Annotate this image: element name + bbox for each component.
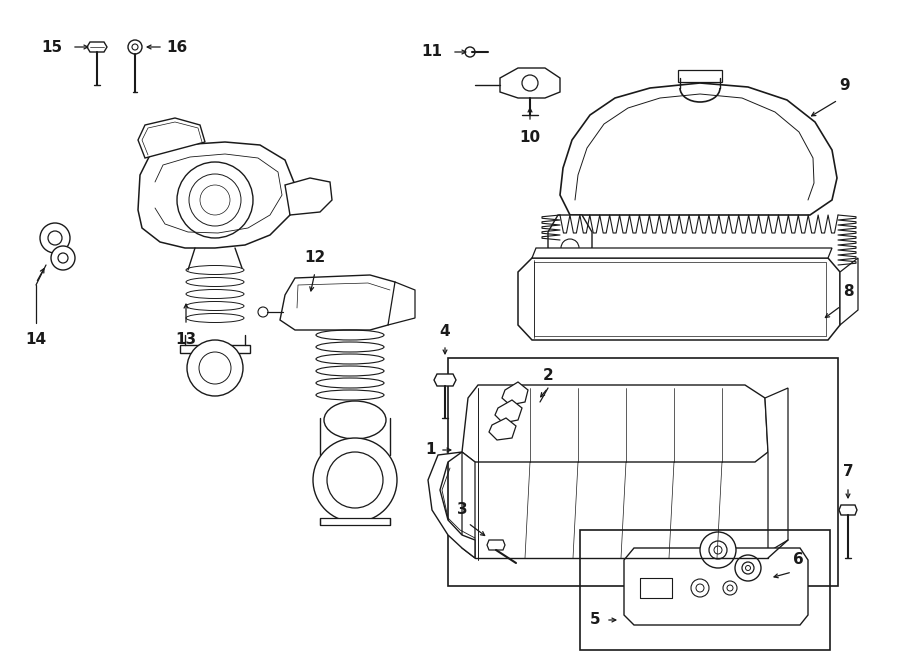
Text: 6: 6 <box>793 553 804 568</box>
Circle shape <box>51 246 75 270</box>
Bar <box>678 70 722 82</box>
Text: 9: 9 <box>840 77 850 93</box>
Bar <box>580 530 830 650</box>
Polygon shape <box>489 418 516 440</box>
Polygon shape <box>624 548 808 625</box>
Polygon shape <box>138 142 295 248</box>
Polygon shape <box>518 258 840 340</box>
Text: 16: 16 <box>166 40 187 54</box>
Circle shape <box>187 340 243 396</box>
Text: 1: 1 <box>426 442 436 457</box>
Text: 11: 11 <box>421 44 443 59</box>
Bar <box>180 345 250 353</box>
Text: 14: 14 <box>25 332 47 348</box>
Polygon shape <box>138 118 205 158</box>
Polygon shape <box>280 275 398 330</box>
Circle shape <box>700 532 736 568</box>
Polygon shape <box>548 215 592 256</box>
Polygon shape <box>560 83 837 215</box>
Circle shape <box>177 162 253 238</box>
Polygon shape <box>428 452 475 558</box>
Circle shape <box>735 555 761 581</box>
Text: 3: 3 <box>456 502 467 518</box>
Circle shape <box>40 223 70 253</box>
Text: 7: 7 <box>842 465 853 479</box>
Polygon shape <box>532 248 832 258</box>
Polygon shape <box>388 282 415 325</box>
Text: 5: 5 <box>590 613 600 627</box>
Polygon shape <box>502 382 528 405</box>
Polygon shape <box>500 68 560 98</box>
Text: 4: 4 <box>440 325 450 340</box>
Bar <box>448 358 838 586</box>
Ellipse shape <box>324 401 386 439</box>
Text: 12: 12 <box>304 251 326 266</box>
Bar <box>320 518 390 525</box>
Polygon shape <box>839 505 857 515</box>
Text: 8: 8 <box>842 284 853 299</box>
Text: 10: 10 <box>519 130 541 145</box>
Polygon shape <box>87 42 107 52</box>
Polygon shape <box>462 385 768 462</box>
Circle shape <box>723 581 737 595</box>
Polygon shape <box>434 374 456 386</box>
Text: 2: 2 <box>543 368 553 383</box>
Text: 13: 13 <box>176 332 196 348</box>
Polygon shape <box>495 400 522 423</box>
Circle shape <box>313 438 397 522</box>
Polygon shape <box>462 452 475 558</box>
Polygon shape <box>487 540 505 550</box>
Circle shape <box>691 579 709 597</box>
Polygon shape <box>840 258 858 325</box>
Polygon shape <box>765 388 788 552</box>
Polygon shape <box>285 178 332 215</box>
Text: 15: 15 <box>41 40 63 54</box>
Circle shape <box>465 47 475 57</box>
Circle shape <box>128 40 142 54</box>
